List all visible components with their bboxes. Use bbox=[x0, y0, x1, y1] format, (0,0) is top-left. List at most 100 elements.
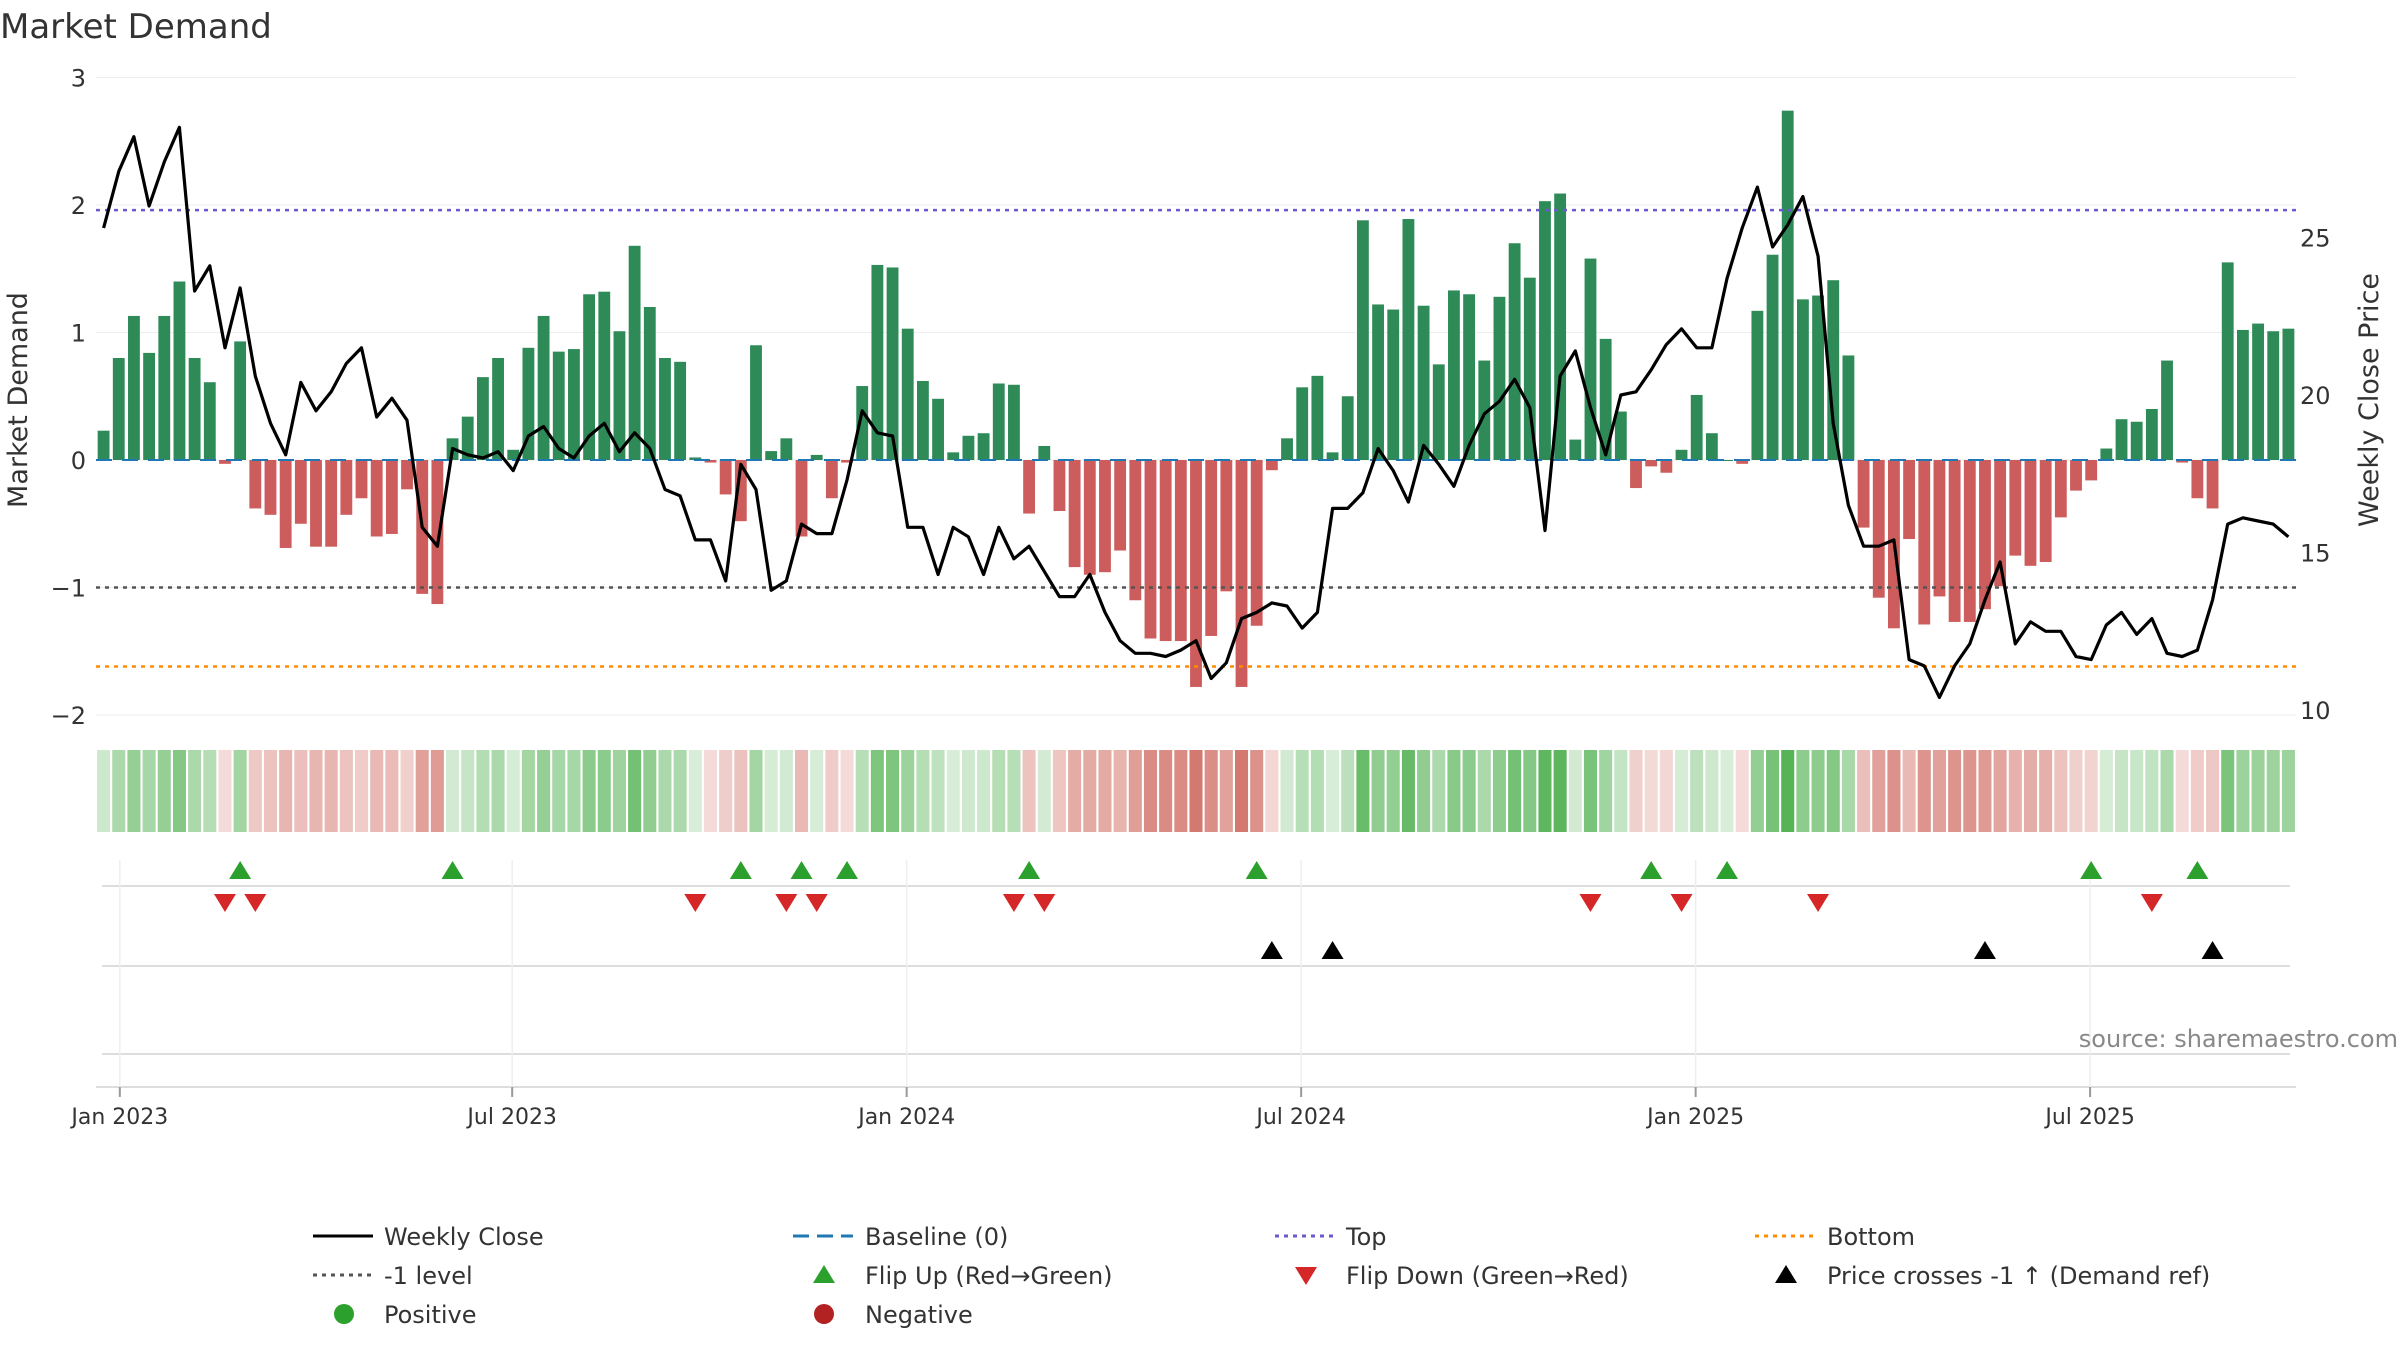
demand-bar bbox=[643, 307, 656, 460]
demand-bar bbox=[2145, 409, 2158, 460]
y-tick-label: 2 bbox=[71, 192, 86, 220]
heat-cell bbox=[658, 750, 672, 832]
price-cross-marker bbox=[2201, 941, 2224, 959]
heat-cell bbox=[1159, 750, 1173, 832]
heat-cell bbox=[279, 750, 293, 832]
heat-cell bbox=[1583, 750, 1598, 832]
demand-bar bbox=[1751, 310, 1764, 460]
demand-heat-strip bbox=[97, 750, 2295, 832]
demand-bar bbox=[1432, 364, 1445, 460]
heat-cell bbox=[1932, 750, 1946, 832]
heat-cell bbox=[218, 750, 232, 832]
demand-bar bbox=[476, 377, 489, 460]
demand-bar bbox=[659, 358, 671, 460]
heat-cell bbox=[643, 750, 657, 832]
heat-cell bbox=[1432, 750, 1446, 832]
heat-cell bbox=[537, 750, 551, 832]
demand-bar bbox=[901, 328, 914, 460]
demand-bar bbox=[1250, 460, 1263, 626]
heat-cell bbox=[1568, 750, 1582, 832]
demand-bar bbox=[2054, 460, 2067, 518]
heat-cell bbox=[1766, 750, 1780, 832]
heat-cell bbox=[2039, 750, 2053, 832]
demand-bar bbox=[249, 460, 262, 509]
legend-flip-down-swatch bbox=[1295, 1267, 1317, 1285]
legend-positive-label: Positive bbox=[384, 1301, 477, 1329]
heat-cell bbox=[870, 750, 884, 832]
heat-cell bbox=[1872, 750, 1886, 832]
flip-up-marker bbox=[790, 861, 813, 879]
demand-bar bbox=[2024, 460, 2037, 566]
heat-cell bbox=[1052, 750, 1066, 832]
heat-cell bbox=[385, 750, 399, 832]
demand-bar bbox=[932, 398, 944, 460]
demand-bar bbox=[962, 435, 975, 460]
demand-bar bbox=[2282, 328, 2295, 460]
source-note: source: sharemaestro.com bbox=[2079, 1025, 2398, 1053]
heat-cell bbox=[476, 750, 490, 832]
demand-bar bbox=[780, 438, 793, 460]
weekly-close-line bbox=[102, 125, 2290, 700]
price-cross-marker bbox=[1321, 941, 1344, 959]
demand-bar bbox=[1614, 411, 1627, 460]
heat-cell bbox=[1265, 750, 1279, 832]
heat-cell bbox=[1204, 750, 1218, 832]
heat-cell bbox=[506, 750, 520, 832]
heat-cell bbox=[1462, 750, 1476, 832]
heat-cell bbox=[127, 750, 141, 832]
heat-cell bbox=[1250, 750, 1264, 832]
heat-cell bbox=[1599, 750, 1613, 832]
flip-down-marker bbox=[213, 894, 236, 912]
demand-bar bbox=[1099, 460, 1111, 573]
demand-bar bbox=[1827, 280, 1840, 460]
heat-cell bbox=[2221, 750, 2235, 832]
flip-up-marker bbox=[1716, 861, 1739, 879]
heat-cell bbox=[354, 750, 369, 832]
demand-bar bbox=[2206, 460, 2219, 509]
heat-cell bbox=[1917, 750, 1931, 832]
demand-bar bbox=[401, 460, 413, 490]
legend-flip-up-label: Flip Up (Red→Green) bbox=[865, 1262, 1113, 1290]
demand-bar bbox=[325, 460, 338, 547]
x-tick-label: Jan 2023 bbox=[69, 1105, 168, 1130]
demand-bar bbox=[1448, 290, 1460, 460]
heat-cell bbox=[1280, 750, 1294, 832]
demand-bar bbox=[1417, 305, 1430, 460]
demand-bar bbox=[1766, 254, 1779, 460]
heat-cell bbox=[1492, 750, 1506, 832]
heat-cell bbox=[1083, 750, 1097, 832]
demand-bar bbox=[568, 349, 580, 460]
demand-bar bbox=[1721, 460, 1733, 461]
heat-cell bbox=[552, 750, 566, 832]
heat-cell bbox=[2281, 750, 2295, 832]
price-cross-marker bbox=[1973, 941, 1996, 959]
demand-bar bbox=[810, 454, 823, 460]
demand-bar bbox=[2221, 262, 2234, 460]
demand-bar bbox=[750, 345, 762, 460]
demand-bar bbox=[522, 347, 535, 460]
demand-bar bbox=[1463, 294, 1476, 460]
demand-bar bbox=[461, 416, 474, 460]
demand-bar bbox=[1569, 439, 1582, 460]
heat-cell bbox=[2008, 750, 2022, 832]
demand-bar bbox=[173, 281, 186, 460]
demand-bar bbox=[1539, 201, 1551, 461]
heat-cell bbox=[1735, 750, 1749, 832]
y2-tick-label: 20 bbox=[2300, 382, 2331, 410]
legend-close-label: Weekly Close bbox=[384, 1223, 544, 1251]
demand-bar bbox=[1842, 355, 1855, 460]
heat-cell bbox=[1750, 750, 1764, 832]
demand-bar bbox=[219, 460, 231, 464]
demand-bar bbox=[916, 380, 929, 460]
y-tick-label: −1 bbox=[51, 575, 86, 603]
demand-bar bbox=[1008, 384, 1020, 460]
demand-bar bbox=[1979, 460, 1991, 610]
heat-cell bbox=[992, 750, 1006, 832]
heat-cell bbox=[1841, 750, 1855, 832]
heat-cell bbox=[1113, 750, 1127, 832]
demand-bar bbox=[1918, 460, 1931, 625]
demand-bar bbox=[1174, 460, 1187, 642]
weekly-close-layer bbox=[102, 125, 2290, 700]
demand-bar bbox=[2130, 421, 2143, 460]
heat-cell bbox=[1538, 750, 1552, 832]
